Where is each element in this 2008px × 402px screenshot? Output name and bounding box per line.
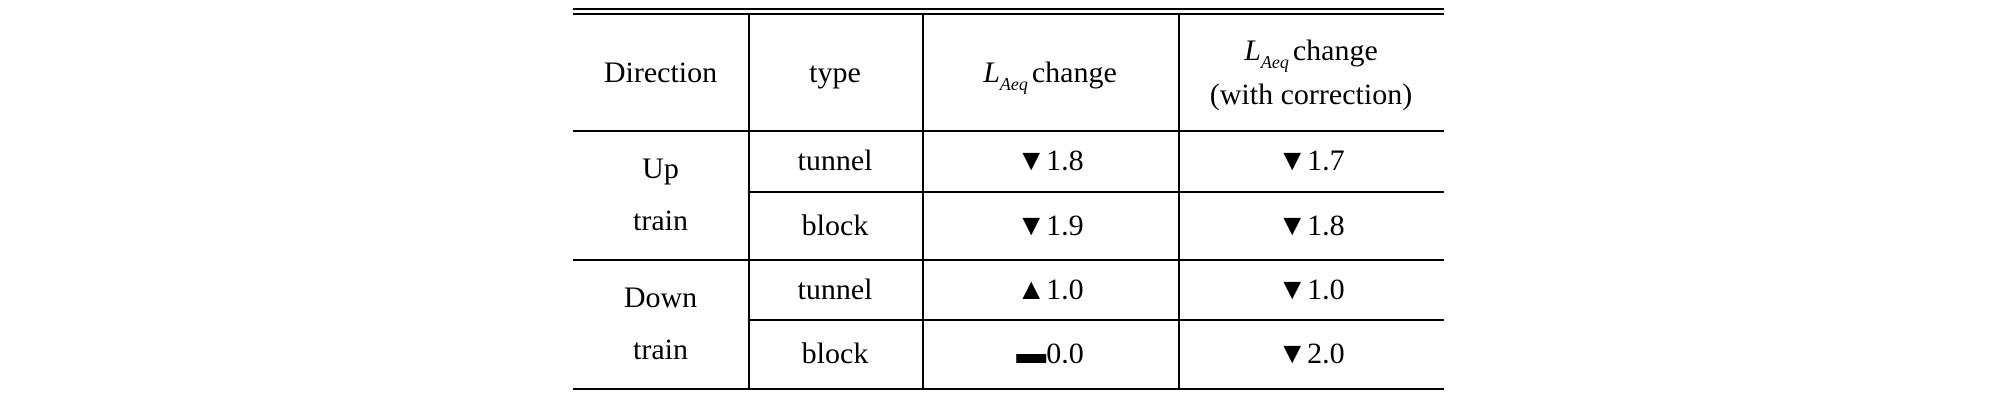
cell-text: train <box>633 204 688 237</box>
header-cell: L Aeq change <box>922 15 1178 130</box>
cell: ▬0.0 <box>922 320 1178 388</box>
cell-text: Up <box>642 152 679 185</box>
header-cell: L Aeq change (with correction) <box>1178 15 1444 130</box>
cell: ▼1.8 <box>1178 192 1444 259</box>
header-cell: Direction <box>573 15 748 130</box>
rule <box>748 319 1444 321</box>
cell-text: ▲1.0 <box>1016 272 1084 306</box>
cell-text: ▼2.0 <box>1277 337 1345 370</box>
cell-text: ▼1.8 <box>1016 144 1084 177</box>
cell: tunnel <box>748 260 922 319</box>
col-rule <box>748 14 750 390</box>
symbol: L <box>1244 33 1261 67</box>
direction-cell: Down train <box>573 260 748 388</box>
header-text: change <box>1031 55 1117 89</box>
cell-text: block <box>801 337 869 370</box>
rule <box>573 8 1444 10</box>
cell: block <box>748 320 922 388</box>
col-rule <box>922 14 924 390</box>
cell-text: ▼1.8 <box>1277 208 1345 242</box>
header-text: L Aeq change <box>1244 33 1378 71</box>
header-cell: type <box>748 15 922 130</box>
symbol: L <box>983 55 1000 89</box>
col-rule <box>1178 14 1180 390</box>
cell: tunnel <box>748 131 922 191</box>
header-text: type <box>809 55 861 89</box>
cell-text: train <box>633 333 688 366</box>
cell: ▼1.8 <box>922 131 1178 191</box>
header-text: L Aeq change <box>983 55 1117 93</box>
cell-text: ▼1.7 <box>1277 144 1345 177</box>
subscript: Aeq <box>999 73 1028 94</box>
cell: ▼2.0 <box>1178 320 1444 388</box>
cell: ▲1.0 <box>922 260 1178 319</box>
cell-text: Down <box>623 281 698 314</box>
rule <box>573 130 1444 132</box>
cell-text: tunnel <box>797 144 873 177</box>
cell-text: block <box>801 208 869 242</box>
rule <box>573 388 1444 390</box>
cell-text: ▼1.9 <box>1016 208 1084 242</box>
rule <box>573 13 1444 15</box>
direction-cell: Up train <box>573 131 748 259</box>
header-note: (with correction) <box>1209 77 1413 111</box>
cell-text: ▬0.0 <box>1016 337 1084 370</box>
header-text: Direction <box>603 55 718 89</box>
cell: ▼1.0 <box>1178 260 1444 319</box>
cell: ▼1.7 <box>1178 131 1444 191</box>
cell-text: ▼1.0 <box>1277 272 1345 306</box>
cell: block <box>748 192 922 259</box>
header-text: change <box>1292 33 1378 67</box>
rule <box>573 259 1444 261</box>
table: Direction type L Aeq change L Aeq change (wi… <box>573 0 1444 402</box>
cell-text: tunnel <box>797 272 873 306</box>
subscript: Aeq <box>1260 51 1289 72</box>
cell: ▼1.9 <box>922 192 1178 259</box>
rule <box>748 191 1444 193</box>
